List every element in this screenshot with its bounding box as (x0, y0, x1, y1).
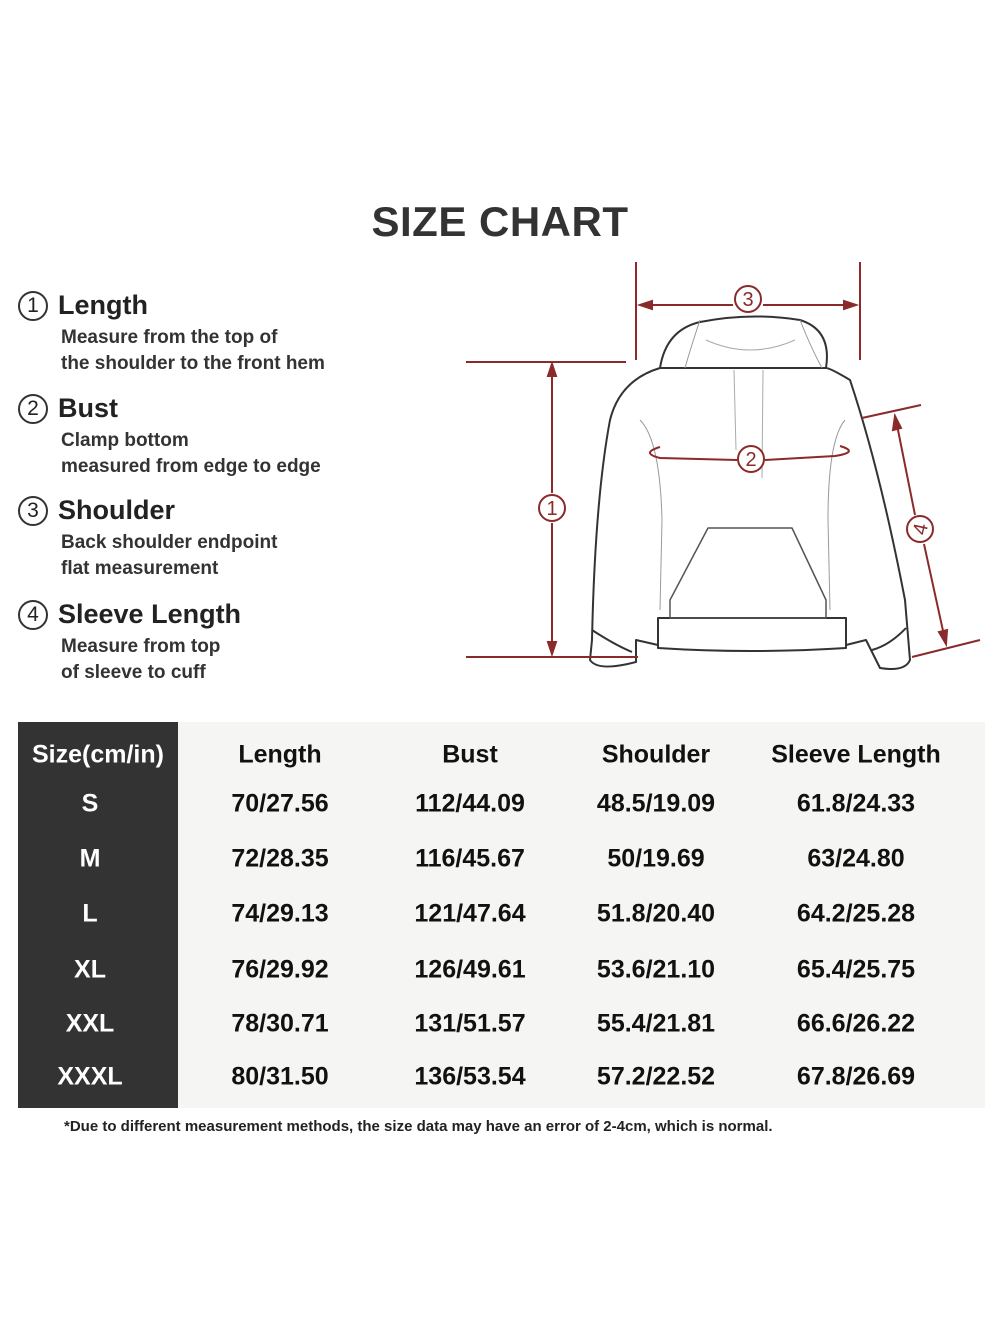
table-cell: 57.2/22.52 (596, 1062, 716, 1091)
marker-1: 1 (538, 494, 566, 522)
number-circle-icon: 2 (18, 393, 48, 424)
legend-description: the shoulder to the front hem (61, 353, 325, 374)
marker-4: 4 (906, 515, 934, 543)
legend-label: Sleeve Length (58, 599, 242, 629)
hoodie-diagram: 3 1 2 4 (466, 262, 981, 670)
legend-item-sleeve-length: 4 Sleeve Length Measure from top of sleeve… (18, 599, 241, 686)
table-cell: 61.8/24.33 (796, 789, 916, 818)
svg-text:2: 2 (745, 449, 756, 471)
table-cell: 126/49.61 (414, 955, 526, 984)
size-label: L (82, 899, 98, 928)
number-circle-icon: 3 (18, 495, 48, 526)
table-cell: 136/53.54 (414, 1062, 526, 1091)
table-cell: 51.8/20.40 (596, 899, 716, 928)
svg-text:3: 3 (742, 289, 753, 311)
table-cell: 72/28.35 (231, 844, 329, 873)
legend-description: measured from edge to edge (61, 456, 321, 477)
size-label: S (81, 789, 99, 818)
table-cell: 80/31.50 (231, 1062, 329, 1091)
column-header: Bust (442, 740, 498, 769)
table-cell: 131/51.57 (414, 1009, 526, 1038)
svg-text:1: 1 (546, 498, 557, 520)
size-label: M (79, 844, 101, 873)
table-cell: 64.2/25.28 (796, 899, 916, 928)
column-header: Size(cm/in) (32, 740, 164, 769)
table-cell: 116/45.67 (415, 844, 525, 873)
legend-label: Length (58, 290, 148, 320)
table-cell: 74/29.13 (231, 899, 329, 928)
table-cell: 65.4/25.75 (796, 955, 916, 984)
legend-description: of sleeve to cuff (61, 662, 206, 683)
size-label: XL (74, 955, 106, 984)
legend-item-shoulder: 3 Shoulder Back shoulder endpoint flat mea… (18, 495, 277, 582)
svg-text:4: 4 (909, 521, 933, 536)
page-title: SIZE CHART (371, 198, 629, 245)
hoodie-outline (589, 315, 911, 670)
legend-description: Back shoulder endpoint (61, 532, 278, 553)
legend-description: Measure from top (61, 636, 221, 657)
legend-description: Measure from the top of (61, 327, 278, 348)
table-cell: 112/44.09 (415, 789, 525, 818)
measurement-lines (466, 262, 981, 658)
column-header: Length (238, 740, 322, 769)
size-label: XXL (65, 1009, 115, 1038)
table-cell: 50/19.69 (607, 844, 705, 873)
table-cell: 48.5/19.09 (596, 789, 716, 818)
legend-description: flat measurement (61, 558, 219, 579)
marker-2: 2 (737, 445, 765, 473)
table-cell: 67.8/26.69 (796, 1062, 916, 1091)
table-cell: 78/30.71 (231, 1009, 329, 1038)
table-cell: 53.6/21.10 (596, 955, 716, 984)
size-label: XXXL (57, 1062, 123, 1091)
legend-item-length: 1 Length Measure from the top of the shoul… (18, 290, 325, 377)
number-circle-icon: 1 (18, 290, 48, 321)
marker-3: 3 (734, 285, 762, 313)
table-cell: 55.4/21.81 (596, 1009, 716, 1038)
table-cell: 76/29.92 (231, 955, 329, 984)
table-cell: 66.6/26.22 (796, 1009, 916, 1038)
legend-label: Bust (58, 393, 118, 423)
footnote: *Due to different measurement methods, t… (64, 1118, 773, 1135)
column-header: Shoulder (601, 740, 711, 769)
legend-label: Shoulder (58, 495, 176, 525)
number-circle-icon: 4 (18, 599, 48, 630)
size-table-background (178, 722, 985, 1108)
table-cell: 70/27.56 (231, 789, 329, 818)
column-header: Sleeve Length (771, 740, 941, 769)
legend-description: Clamp bottom (61, 430, 189, 451)
table-cell: 121/47.64 (414, 899, 526, 928)
measurement-markers: 3 1 2 4 (538, 285, 934, 543)
table-cell: 63/24.80 (807, 844, 905, 873)
legend-item-bust: 2 Bust Clamp bottom measured from edge to … (18, 393, 321, 480)
size-column (18, 722, 178, 1108)
